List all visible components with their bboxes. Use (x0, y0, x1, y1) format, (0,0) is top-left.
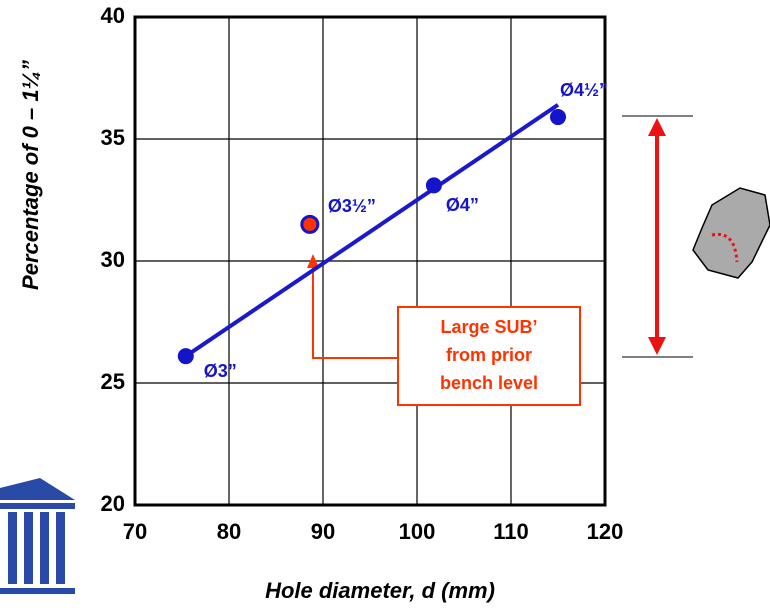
y-tick-label: 30 (101, 247, 125, 272)
y-tick-label: 40 (101, 3, 125, 28)
annotation-text: Large SUB’ (440, 317, 537, 337)
range-indicator (622, 115, 693, 358)
data-point (300, 214, 320, 234)
annotation-arrow (312, 266, 398, 359)
annotation-box (397, 306, 581, 406)
point-label: Ø4½” (560, 80, 608, 100)
y-tick-label: 25 (101, 369, 125, 394)
x-tick-label: 80 (217, 519, 241, 544)
rock-icon (692, 187, 770, 279)
x-tick-label: 120 (587, 519, 624, 544)
point-label: Ø3” (204, 361, 237, 381)
x-tick-label: 90 (311, 519, 335, 544)
annotation-arrowhead (307, 254, 319, 268)
logo (0, 478, 75, 594)
annotation-text: bench level (440, 373, 538, 393)
y-axis-label: Percentage of 0 – 1¼” (18, 60, 43, 290)
trend-line (184, 103, 560, 358)
x-tick-label: 70 (123, 519, 147, 544)
y-tick-label: 20 (101, 491, 125, 516)
data-point (177, 348, 194, 365)
data-point (550, 109, 566, 126)
point-label: Ø3½” (328, 196, 376, 216)
data-point (425, 177, 442, 194)
x-tick-label: 100 (399, 519, 436, 544)
x-tick-label: 110 (493, 519, 529, 544)
plot-frame (133, 15, 607, 507)
annotation-text: from prior (446, 345, 532, 365)
point-label: Ø4” (446, 195, 479, 215)
y-tick-label: 35 (101, 125, 125, 150)
x-axis-label: Hole diameter, d (mm) (265, 578, 495, 603)
